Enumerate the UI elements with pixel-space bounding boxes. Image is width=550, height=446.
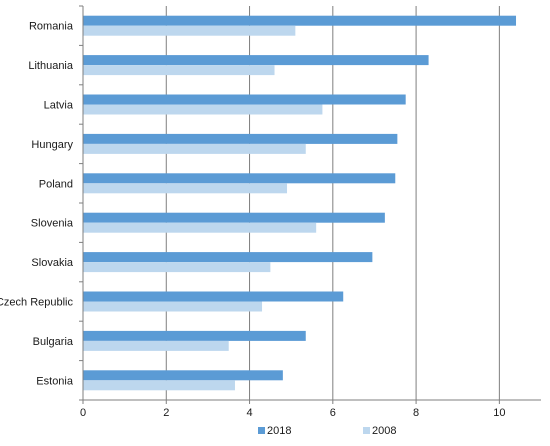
- category-label-poland: Poland: [39, 178, 73, 190]
- bar-2008-slovenia: [83, 222, 317, 233]
- bar-2008-czech-republic: [83, 301, 263, 312]
- category-label-slovakia: Slovakia: [31, 257, 73, 269]
- legend-swatch-2018: [258, 427, 265, 434]
- bar-2018-slovenia: [83, 212, 385, 223]
- bar-2018-lithuania: [83, 55, 429, 66]
- labels: Romania Lithuania Latvia Hungary Poland Slove…: [0, 21, 505, 419]
- bar-2018-poland: [83, 173, 396, 184]
- bar-2018-estonia: [83, 370, 283, 381]
- bar-2018-czech-republic: [83, 291, 344, 302]
- legend-label-2008: 2008: [372, 425, 396, 437]
- legend-swatch-2008: [363, 427, 370, 434]
- bar-2008-bulgaria: [83, 340, 229, 351]
- legend: 2018 2008: [258, 425, 396, 437]
- bar-2008-hungary: [83, 143, 306, 154]
- bar-2008-romania: [83, 25, 296, 36]
- x-tick-label-2: 2: [163, 407, 169, 419]
- bar-2018-slovakia: [83, 252, 373, 263]
- category-label-estonia: Estonia: [36, 375, 74, 387]
- bar-2008-poland: [83, 183, 288, 194]
- bars: [83, 15, 517, 391]
- bar-2008-estonia: [83, 380, 235, 391]
- bar-2018-latvia: [83, 94, 406, 105]
- category-label-hungary: Hungary: [31, 139, 73, 151]
- category-label-czech-republic: Czech Republic: [0, 297, 73, 309]
- x-tick-label-10: 10: [493, 407, 505, 419]
- bar-2008-latvia: [83, 104, 323, 115]
- category-label-bulgaria: Bulgaria: [33, 336, 74, 348]
- x-tick-label-0: 0: [80, 407, 86, 419]
- bar-2018-hungary: [83, 133, 398, 144]
- category-label-romania: Romania: [29, 21, 74, 33]
- axes: [79, 5, 541, 404]
- category-label-slovenia: Slovenia: [31, 218, 74, 230]
- bar-2018-romania: [83, 15, 517, 26]
- x-tick-label-8: 8: [413, 407, 419, 419]
- x-tick-label-4: 4: [246, 407, 252, 419]
- category-label-latvia: Latvia: [44, 100, 74, 112]
- bar-2008-slovakia: [83, 262, 271, 273]
- category-label-lithuania: Lithuania: [28, 60, 74, 72]
- x-tick-label-6: 6: [330, 407, 336, 419]
- legend-label-2018: 2018: [267, 425, 291, 437]
- bar-2018-bulgaria: [83, 330, 306, 341]
- bar-2008-lithuania: [83, 65, 275, 76]
